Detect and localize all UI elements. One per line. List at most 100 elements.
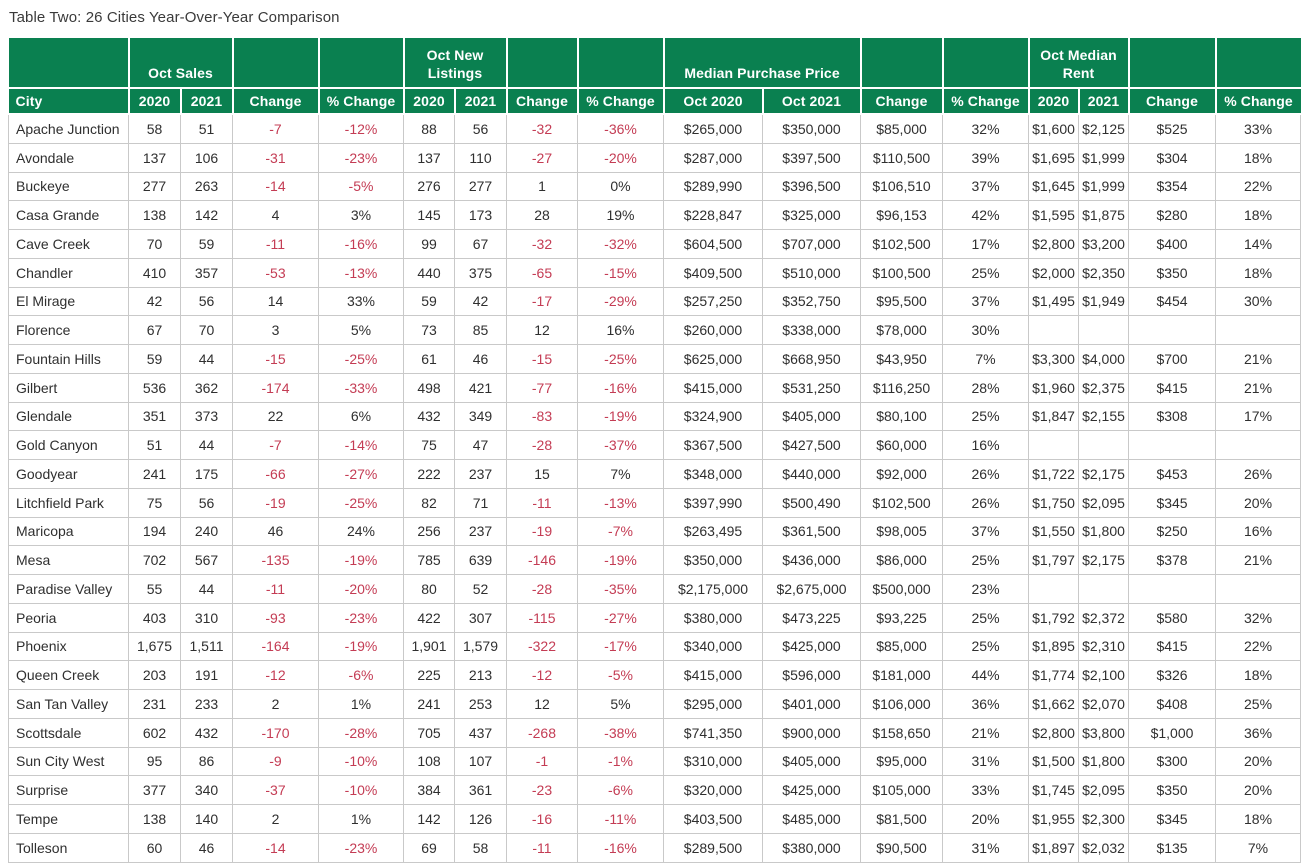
value-cell: $741,350 xyxy=(663,717,763,748)
value-cell: $340,000 xyxy=(663,631,763,662)
value-cell: -37 xyxy=(232,775,319,805)
value-cell: $350,000 xyxy=(663,545,763,575)
value-cell: 16% xyxy=(577,315,664,345)
value-cell: $289,990 xyxy=(663,171,763,202)
value-cell: -19 xyxy=(232,487,319,518)
value-cell: 37% xyxy=(942,516,1030,547)
value-cell: 1% xyxy=(318,689,404,719)
value-cell: $345 xyxy=(1128,804,1217,834)
value-cell: -17% xyxy=(577,631,664,662)
value-cell: -19% xyxy=(318,631,404,662)
value-cell: $2,000 xyxy=(1028,257,1080,288)
city-cell: Chandler xyxy=(8,257,129,288)
column-header: Change xyxy=(859,87,944,115)
table-row: Cave Creek 70 59 -11 -16% 99 67 -32 -32% $604,500… xyxy=(8,229,1302,259)
value-cell: -23% xyxy=(318,142,404,173)
value-cell: -10% xyxy=(318,775,404,805)
value-cell: 191 xyxy=(180,660,233,690)
value-cell: 432 xyxy=(180,717,233,748)
value-cell: 16% xyxy=(942,430,1030,460)
value-cell: 14% xyxy=(1215,229,1302,259)
value-cell: $3,800 xyxy=(1078,717,1130,748)
value-cell: $1,600 xyxy=(1028,113,1080,144)
value-cell: $1,960 xyxy=(1028,372,1080,403)
value-cell: $345 xyxy=(1128,487,1217,518)
cities-comparison-table: Oct Sales Oct New Listings Median Purchase… xyxy=(8,38,1302,863)
value-cell: 5% xyxy=(318,315,404,345)
value-cell: $3,200 xyxy=(1078,229,1130,259)
value-cell: $2,175,000 xyxy=(663,574,763,604)
table-header: Oct Sales Oct New Listings Median Purchase… xyxy=(8,38,1301,115)
value-cell: 47 xyxy=(454,430,507,460)
city-cell: Gold Canyon xyxy=(8,430,129,460)
city-cell: Casa Grande xyxy=(8,200,129,230)
value-cell: 18% xyxy=(1215,200,1302,230)
value-cell: -11 xyxy=(232,574,319,604)
column-group-header: Oct New Listings xyxy=(402,38,508,89)
value-cell: -14 xyxy=(232,171,319,202)
value-cell: 71 xyxy=(454,487,507,518)
value-cell: 410 xyxy=(128,257,181,288)
value-cell: $80,100 xyxy=(860,401,944,432)
value-cell: -1 xyxy=(506,746,578,777)
value-cell: 263 xyxy=(180,171,233,202)
value-cell: 80 xyxy=(403,574,455,604)
column-header-row: City 2020 2021 Change% Change 2020 2021 Change… xyxy=(8,87,1301,115)
value-cell: 7% xyxy=(577,459,664,489)
city-cell: Tempe xyxy=(8,804,129,834)
table-row: Florence 67 70 3 5% 73 85 12 16% $260,000 $338,000… xyxy=(8,315,1302,345)
value-cell: 0% xyxy=(577,171,664,202)
value-cell: $2,375 xyxy=(1078,372,1130,403)
value-cell: $2,032 xyxy=(1078,832,1130,863)
value-cell: 307 xyxy=(454,602,507,633)
value-cell: 59 xyxy=(128,344,181,374)
value-cell: $1,875 xyxy=(1078,200,1130,230)
value-cell: 39% xyxy=(942,142,1030,173)
value-cell: $228,847 xyxy=(663,200,763,230)
value-cell: 3 xyxy=(232,315,319,345)
value-cell: $4,000 xyxy=(1078,344,1130,374)
value-cell: $116,250 xyxy=(860,372,944,403)
value-cell: 785 xyxy=(403,545,455,575)
value-cell: $352,750 xyxy=(761,286,862,317)
city-cell: Apache Junction xyxy=(8,113,129,144)
value-cell: $60,000 xyxy=(860,430,944,460)
city-cell: Phoenix xyxy=(8,631,129,662)
column-header: Oct 2020 xyxy=(662,87,764,115)
value-cell: $158,650 xyxy=(860,717,944,748)
value-cell: 256 xyxy=(403,516,455,547)
value-cell: 18% xyxy=(1215,142,1302,173)
value-cell: -27% xyxy=(318,459,404,489)
value-cell: $250 xyxy=(1128,516,1217,547)
value-cell: $2,070 xyxy=(1078,689,1130,719)
value-cell: 340 xyxy=(180,775,233,805)
value-cell: 26% xyxy=(942,487,1030,518)
table-row: Apache Junction 58 51 -7 -12% 88 56 -32 -36% $265… xyxy=(8,113,1302,144)
value-cell: -164 xyxy=(232,631,319,662)
value-cell: $1,797 xyxy=(1028,545,1080,575)
value-cell: -27 xyxy=(506,142,578,173)
table-row: Paradise Valley 55 44 -11 -20% 80 52 -28 -35% $2,… xyxy=(8,574,1302,604)
value-cell: 421 xyxy=(454,372,507,403)
value-cell: $1,495 xyxy=(1028,286,1080,317)
value-cell: $102,500 xyxy=(860,229,944,259)
value-cell: 25% xyxy=(942,545,1030,575)
value-cell: 362 xyxy=(180,372,233,403)
column-header: % Change xyxy=(941,87,1030,115)
column-header: 2020 xyxy=(402,87,456,115)
value-cell: 349 xyxy=(454,401,507,432)
value-cell: 126 xyxy=(454,804,507,834)
value-cell: $436,000 xyxy=(761,545,862,575)
column-header: Oct 2021 xyxy=(761,87,862,115)
value-cell: 22 xyxy=(232,401,319,432)
value-cell: 1,901 xyxy=(403,631,455,662)
value-cell: -32 xyxy=(506,113,578,144)
value-cell xyxy=(1028,315,1080,345)
value-cell: $1,897 xyxy=(1028,832,1080,863)
value-cell: -53 xyxy=(232,257,319,288)
value-cell: 51 xyxy=(128,430,181,460)
value-cell: 213 xyxy=(454,660,507,690)
value-cell: $263,495 xyxy=(663,516,763,547)
value-cell: -25% xyxy=(318,487,404,518)
